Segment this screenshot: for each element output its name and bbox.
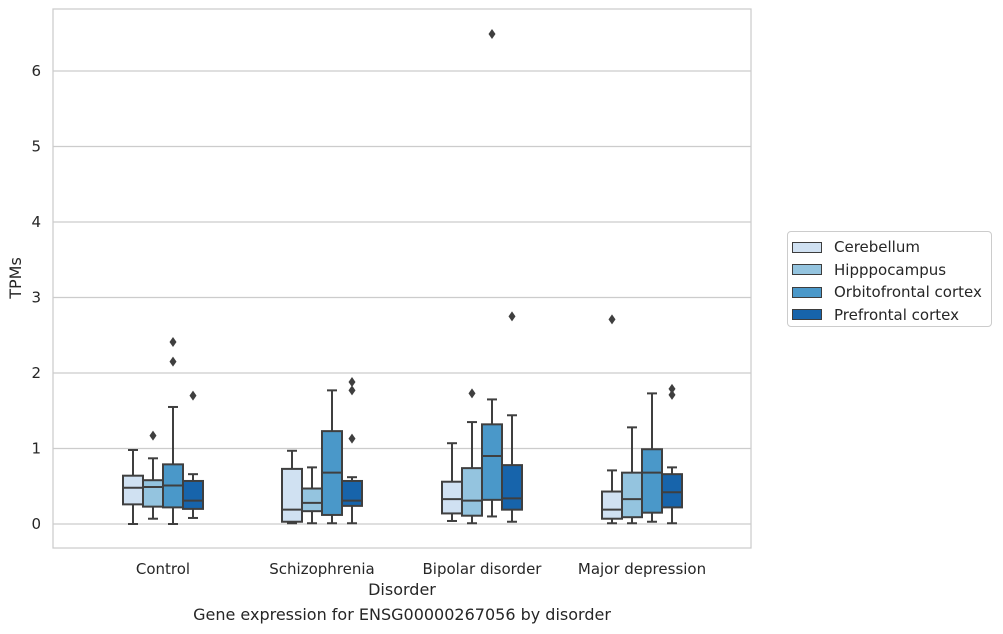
legend: Cerebellum Hipppocampus Orbitofrontal co… — [787, 231, 992, 327]
box-body — [341, 479, 363, 507]
outlier-point — [488, 29, 496, 40]
y-tick-label-1: 1 — [31, 440, 41, 458]
legend-swatch-cerebellum — [792, 241, 822, 253]
box-hipppocampus-major-depression — [621, 426, 643, 525]
y-tick-labels: 0 1 2 3 4 5 6 — [31, 62, 41, 533]
x-tick-label-bipolar-disorder: Bipolar disorder — [423, 560, 543, 578]
box-body — [142, 479, 164, 508]
box-hipppocampus-control — [142, 430, 164, 520]
outlier-point — [348, 377, 356, 388]
outlier-point — [348, 433, 356, 444]
box-body — [621, 471, 643, 519]
legend-label-orbitofrontal-cortex: Orbitofrontal cortex — [834, 283, 982, 302]
box-body — [661, 473, 683, 509]
x-tick-label-schizophrenia: Schizophrenia — [269, 560, 374, 578]
outlier-point — [468, 388, 476, 399]
y-tick-label-5: 5 — [31, 138, 41, 156]
outlier-point — [189, 390, 197, 401]
box-body — [461, 467, 483, 517]
y-tick-label-4: 4 — [31, 213, 41, 231]
series-prefrontal-cortex — [182, 311, 683, 525]
y-tick-label-3: 3 — [31, 289, 41, 307]
x-tick-labels: Control Schizophrenia Bipolar disorder Majo… — [136, 560, 706, 578]
box-body — [301, 487, 323, 513]
outlier-point — [169, 356, 177, 367]
series-hipppocampus — [142, 388, 643, 525]
y-tick-label-0: 0 — [31, 515, 41, 533]
box-cerebellum-bipolar-disorder — [441, 442, 463, 522]
x-tick-label-major-depression: Major depression — [578, 560, 706, 578]
legend-item-prefrontal-cortex: Prefrontal cortex — [792, 304, 991, 327]
gridlines — [53, 70, 751, 525]
box-body — [481, 423, 503, 501]
series-cerebellum — [122, 314, 623, 525]
legend-item-cerebellum: Cerebellum — [792, 236, 991, 259]
box-prefrontal-cortex-schizophrenia — [341, 377, 363, 525]
y-tick-label-6: 6 — [31, 62, 41, 80]
box-cerebellum-schizophrenia — [281, 449, 303, 525]
box-hipppocampus-bipolar-disorder — [461, 388, 483, 525]
box-body — [122, 474, 144, 506]
legend-item-orbitofrontal-cortex: Orbitofrontal cortex — [792, 281, 991, 304]
outlier-point — [149, 430, 157, 441]
y-tick-label-2: 2 — [31, 364, 41, 382]
box-cerebellum-control — [122, 449, 144, 525]
outlier-point — [348, 385, 356, 396]
box-body — [601, 490, 623, 520]
outlier-point — [608, 314, 616, 325]
legend-swatch-prefrontal-cortex — [792, 309, 822, 321]
box-series — [122, 29, 683, 525]
box-orbitofrontal-cortex-schizophrenia — [321, 389, 343, 525]
box-body — [182, 479, 204, 510]
box-prefrontal-cortex-major-depression — [661, 383, 683, 525]
box-prefrontal-cortex-control — [182, 390, 204, 519]
outlier-point — [508, 311, 516, 322]
box-orbitofrontal-cortex-bipolar-disorder — [481, 29, 503, 518]
box-prefrontal-cortex-bipolar-disorder — [501, 311, 523, 523]
outlier-point — [169, 337, 177, 348]
legend-label-prefrontal-cortex: Prefrontal cortex — [834, 305, 959, 324]
box-body — [441, 480, 463, 515]
box-body — [281, 467, 303, 523]
series-orbitofrontal-cortex — [162, 29, 663, 525]
box-body — [501, 464, 523, 511]
outlier-point — [668, 389, 676, 400]
legend-label-cerebellum: Cerebellum — [834, 238, 920, 257]
box-body — [641, 448, 663, 514]
box-orbitofrontal-cortex-control — [162, 337, 184, 525]
x-axis-title: Disorder — [368, 580, 436, 599]
box-orbitofrontal-cortex-major-depression — [641, 392, 663, 523]
plot-frame — [52, 8, 752, 549]
legend-label-hippocampus: Hipppocampus — [834, 260, 947, 279]
chart-caption: Gene expression for ENSG00000267056 by d… — [193, 605, 611, 624]
y-axis-title: TPMs — [6, 257, 25, 300]
box-hipppocampus-schizophrenia — [301, 466, 323, 525]
legend-swatch-orbitofrontal-cortex — [792, 286, 822, 298]
legend-swatch-hippocampus — [792, 264, 822, 276]
legend-item-hippocampus: Hipppocampus — [792, 259, 991, 282]
outlier-point — [668, 383, 676, 394]
box-cerebellum-major-depression — [601, 314, 623, 525]
x-tick-label-control: Control — [136, 560, 190, 578]
